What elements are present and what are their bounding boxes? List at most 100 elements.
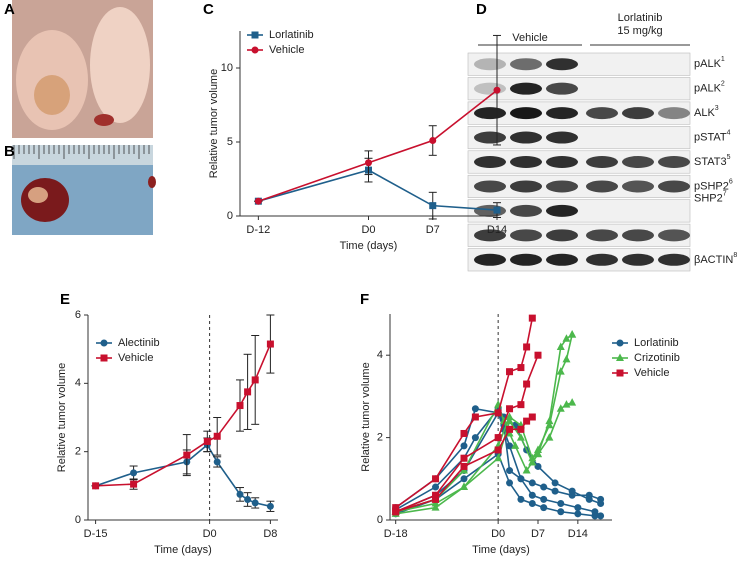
marker (460, 454, 468, 462)
y-axis-label: Relative tumor volume (208, 69, 220, 178)
blot-band (546, 229, 578, 242)
marker (244, 496, 252, 503)
blot-band (510, 58, 542, 71)
marker (556, 342, 565, 350)
photo-b (12, 145, 156, 235)
marker (562, 354, 571, 363)
protein-name: βACTIN (694, 254, 733, 266)
marker (254, 197, 262, 205)
marker (528, 479, 536, 487)
marker (557, 508, 565, 516)
marker (556, 404, 565, 412)
marker (251, 376, 259, 384)
x-tick-label: D14 (487, 224, 507, 236)
marker (540, 483, 548, 491)
y-tick-label: 0 (75, 514, 81, 526)
blot-band (546, 180, 578, 193)
superscript: 3 (715, 105, 719, 112)
marker (460, 462, 468, 470)
y-axis-label: Relative tumor volume (56, 363, 68, 472)
blot-row-label: ALK3 (694, 105, 719, 119)
marker (523, 343, 531, 351)
marker (432, 491, 440, 499)
legend-label: Alectinib (118, 337, 160, 349)
marker (528, 491, 536, 499)
marker (130, 480, 138, 488)
blot-band (510, 229, 542, 242)
marker (471, 413, 479, 421)
blot-band (586, 253, 618, 266)
marker (506, 405, 514, 413)
marker (551, 479, 559, 487)
y-tick-label: 5 (227, 136, 233, 148)
marker (494, 446, 502, 454)
x-axis-label: Time (days) (472, 544, 530, 556)
marker (505, 412, 514, 420)
marker (528, 457, 537, 466)
blot-band (546, 253, 578, 266)
blot-band (546, 82, 578, 95)
marker (506, 479, 514, 487)
y-tick-label: 0 (377, 514, 383, 526)
y-tick-label: 4 (75, 377, 81, 389)
blot-band (474, 253, 506, 266)
blot-group-label: 15 mg/kg (617, 25, 662, 37)
marker (392, 504, 400, 512)
y-tick-label: 2 (377, 432, 383, 444)
marker (506, 442, 514, 450)
data-line (258, 169, 498, 211)
blot-band (586, 156, 618, 168)
blot-row-label: βACTIN8 (694, 252, 737, 266)
panel-label: C (203, 1, 214, 18)
marker (493, 206, 501, 214)
tumor-detail (34, 75, 70, 115)
marker (528, 413, 536, 421)
blot-group-label: Lorlatinib (618, 12, 663, 24)
marker (213, 458, 221, 466)
marker (432, 483, 440, 491)
blot-band (622, 229, 654, 242)
blot-band (622, 107, 654, 120)
panel-label: D (476, 1, 487, 18)
protein-name: ALK (694, 107, 715, 119)
marker (494, 409, 502, 417)
marker (557, 500, 565, 508)
marker (545, 433, 554, 441)
marker (266, 502, 274, 510)
marker (574, 510, 582, 518)
blot-band (546, 131, 578, 144)
marker (540, 504, 548, 512)
marker (551, 487, 559, 495)
marker (528, 314, 536, 322)
marker (471, 434, 479, 442)
x-tick-label: D0 (361, 224, 375, 236)
marker (236, 402, 244, 410)
blot-band (510, 82, 542, 95)
x-tick-label: D8 (263, 528, 277, 540)
y-axis-label: Relative tumor volume (360, 362, 372, 471)
marker (506, 368, 514, 376)
marker (471, 405, 479, 413)
marker (517, 475, 525, 483)
marker (431, 503, 440, 511)
marker (585, 495, 593, 503)
protein-name: pALK (694, 83, 722, 95)
x-axis-label: Time (days) (154, 544, 212, 556)
blot-band (622, 156, 654, 168)
marker (522, 466, 531, 474)
x-tick-label: D14 (568, 528, 588, 540)
blot-band (586, 180, 618, 193)
marker (251, 499, 259, 507)
blot-band (474, 180, 506, 193)
blot-band (546, 204, 578, 217)
marker (568, 398, 577, 406)
marker (429, 137, 437, 145)
blot-row-label: pALK2 (694, 81, 725, 95)
data-line (395, 333, 573, 513)
marker (493, 86, 501, 94)
marker (494, 434, 502, 442)
blot-band (474, 156, 506, 168)
blot-band (510, 180, 542, 193)
blot-band (546, 156, 578, 168)
